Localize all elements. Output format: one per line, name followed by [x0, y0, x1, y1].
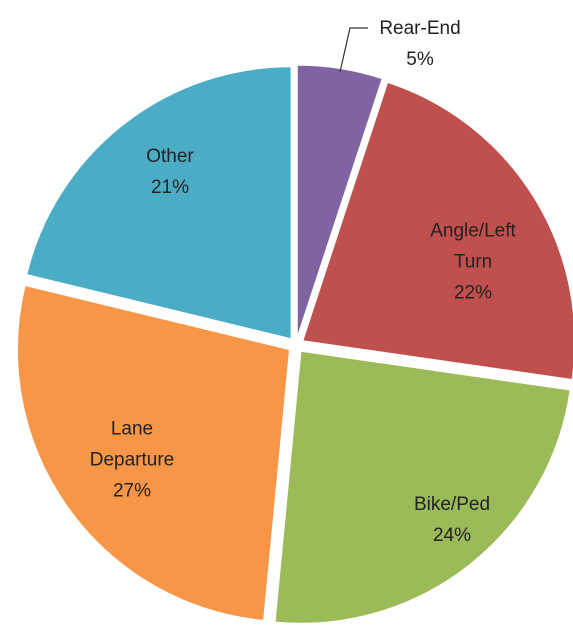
slice-label: Angle/Left Turn 22%: [413, 216, 533, 309]
category-label: Rear-End: [379, 18, 461, 39]
value-label: 27%: [112, 480, 152, 502]
slice-label: Lane Departure 27%: [72, 414, 192, 507]
pie-slice: [302, 81, 573, 381]
category-label: Lane Departure: [89, 418, 175, 471]
pie-slice: [17, 284, 291, 621]
value-label: 5%: [406, 49, 434, 70]
slice-label: Other 21%: [110, 141, 230, 203]
leader-line: [339, 27, 368, 73]
value-label: 24%: [432, 525, 472, 546]
slice-label: Bike/Ped 24%: [392, 489, 512, 551]
pie-slice: [26, 66, 292, 340]
pie-slice: [274, 350, 571, 624]
value-label: 21%: [150, 177, 190, 198]
value-label: 22%: [453, 282, 493, 304]
category-label: Other: [146, 146, 194, 167]
category-label: Angle/Left Turn: [430, 220, 516, 273]
category-label: Bike/Ped: [413, 494, 491, 515]
slice-label: Rear-End 5%: [360, 13, 480, 75]
